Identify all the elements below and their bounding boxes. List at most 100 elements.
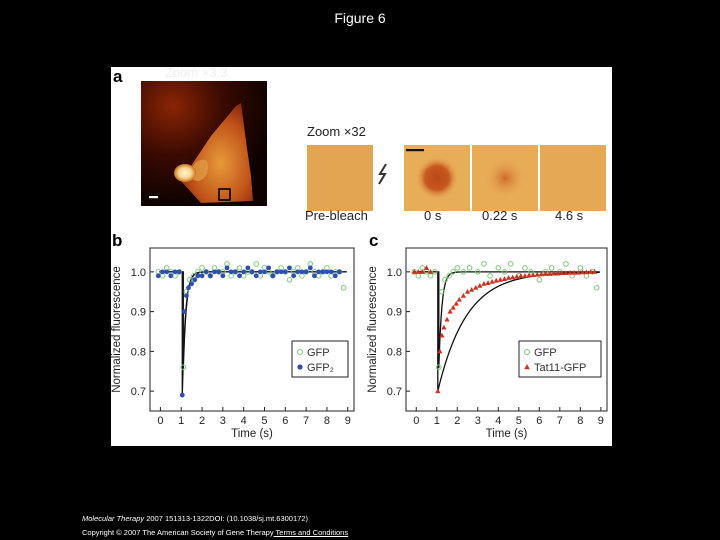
legend-label: Tat11-GFP bbox=[534, 362, 586, 374]
data-point bbox=[431, 269, 438, 275]
legend-label: GFP₂ bbox=[307, 362, 334, 374]
data-point bbox=[507, 261, 514, 267]
y-tick-label: 0.8 bbox=[131, 346, 146, 358]
data-point bbox=[189, 281, 195, 287]
x-tick-label: 8 bbox=[577, 415, 583, 427]
data-point bbox=[587, 269, 594, 274]
data-point bbox=[184, 293, 189, 299]
fit-curve bbox=[415, 271, 600, 369]
data-point bbox=[155, 273, 161, 279]
y-tick-label: 0.7 bbox=[387, 386, 402, 398]
data-point bbox=[316, 269, 322, 275]
data-point bbox=[160, 269, 165, 275]
data-point bbox=[493, 277, 499, 283]
data-point bbox=[450, 304, 456, 310]
panel-b-letter: b bbox=[112, 231, 123, 250]
data-point bbox=[563, 270, 569, 276]
data-point bbox=[411, 269, 417, 274]
data-point bbox=[266, 265, 272, 271]
data-point bbox=[245, 265, 251, 271]
data-point bbox=[324, 269, 330, 275]
data-point bbox=[232, 269, 238, 275]
x-tick-label: 6 bbox=[536, 415, 542, 427]
x-tick-label: 4 bbox=[241, 415, 247, 427]
frame-label-pre-bleach: Pre-bleach bbox=[305, 208, 368, 223]
data-point bbox=[477, 282, 483, 288]
data-point bbox=[199, 273, 205, 279]
y-axis-label: Normalized fluorescence bbox=[367, 266, 379, 393]
x-tick-label: 4 bbox=[495, 415, 501, 427]
data-point bbox=[212, 269, 217, 275]
data-point bbox=[469, 286, 475, 292]
data-point bbox=[473, 284, 479, 290]
legend-marker bbox=[524, 349, 530, 355]
plot-frame bbox=[149, 247, 355, 412]
data-point bbox=[444, 316, 450, 322]
data-point bbox=[253, 273, 259, 279]
data-point bbox=[551, 270, 557, 276]
data-point bbox=[192, 277, 198, 283]
data-point bbox=[526, 272, 532, 278]
x-tick-label: 9 bbox=[598, 415, 604, 427]
micrograph-cell bbox=[141, 81, 267, 213]
data-point bbox=[567, 269, 573, 275]
data-point bbox=[172, 269, 178, 275]
data-point bbox=[427, 273, 434, 279]
footer-citation: Molecular Therapy 2007 151313-1322DOI: (… bbox=[82, 514, 308, 523]
y-axis-label: Normalized fluorescence bbox=[111, 266, 123, 393]
data-point bbox=[439, 332, 445, 338]
frame-label-0s: 0 s bbox=[424, 208, 442, 223]
y-tick-label: 0.8 bbox=[387, 346, 402, 358]
terms-link[interactable]: Terms and Conditions bbox=[273, 528, 349, 537]
data-point bbox=[522, 273, 528, 278]
data-point bbox=[328, 269, 334, 275]
data-point bbox=[579, 269, 585, 275]
data-point bbox=[236, 265, 243, 271]
x-tick-label: 1 bbox=[434, 415, 440, 427]
data-point bbox=[241, 269, 247, 275]
data-point bbox=[447, 308, 453, 314]
data-point bbox=[168, 273, 174, 279]
chart-c: 0 1 2 3 4 5 6 7 8 9 0.7 0.8 0.9 1.0 Time (s) Normalized… bbox=[367, 247, 608, 440]
data-point bbox=[571, 269, 577, 275]
frame-4.6s bbox=[540, 145, 606, 211]
data-point bbox=[181, 309, 187, 315]
data-point bbox=[534, 271, 540, 277]
data-point bbox=[415, 269, 421, 274]
data-point bbox=[207, 273, 213, 279]
data-point bbox=[435, 388, 441, 394]
figure-panel: a bbox=[111, 65, 612, 446]
footer-copyright-text: Copyright © 2007 The American Society of… bbox=[82, 528, 274, 537]
data-point bbox=[454, 265, 461, 271]
x-axis-label: Time (s) bbox=[231, 428, 273, 440]
data-point bbox=[460, 292, 467, 298]
data-point bbox=[542, 271, 549, 276]
zoom-inset-label: Zoom ×32 bbox=[307, 124, 366, 139]
data-point bbox=[257, 269, 263, 275]
data-point bbox=[186, 285, 191, 291]
x-tick-label: 7 bbox=[303, 415, 309, 427]
data-point bbox=[577, 265, 584, 271]
footer-citation-text: 2007 151313-1322DOI: (10.1038/sj.mt.6300… bbox=[144, 514, 308, 523]
data-point bbox=[437, 348, 443, 354]
y-tick-label: 1.0 bbox=[131, 267, 146, 279]
data-point bbox=[340, 284, 347, 291]
data-point bbox=[176, 269, 182, 275]
y-tick-label: 0.7 bbox=[131, 386, 146, 398]
data-point bbox=[195, 273, 201, 279]
data-point bbox=[489, 278, 495, 284]
legend-label: GFP bbox=[534, 347, 557, 359]
x-axis-label: Time (s) bbox=[486, 428, 528, 440]
x-tick-label: 6 bbox=[282, 415, 288, 427]
data-point bbox=[563, 261, 569, 267]
x-tick-label: 1 bbox=[178, 415, 184, 427]
data-point bbox=[555, 270, 561, 276]
legend-marker bbox=[524, 364, 530, 370]
data-point bbox=[164, 269, 170, 275]
data-point bbox=[442, 277, 448, 283]
plot-frame bbox=[405, 247, 608, 412]
x-tick-label: 0 bbox=[157, 415, 163, 427]
legend-box bbox=[518, 340, 602, 378]
bleach-arrow-icon bbox=[378, 163, 387, 185]
data-point bbox=[460, 269, 467, 275]
